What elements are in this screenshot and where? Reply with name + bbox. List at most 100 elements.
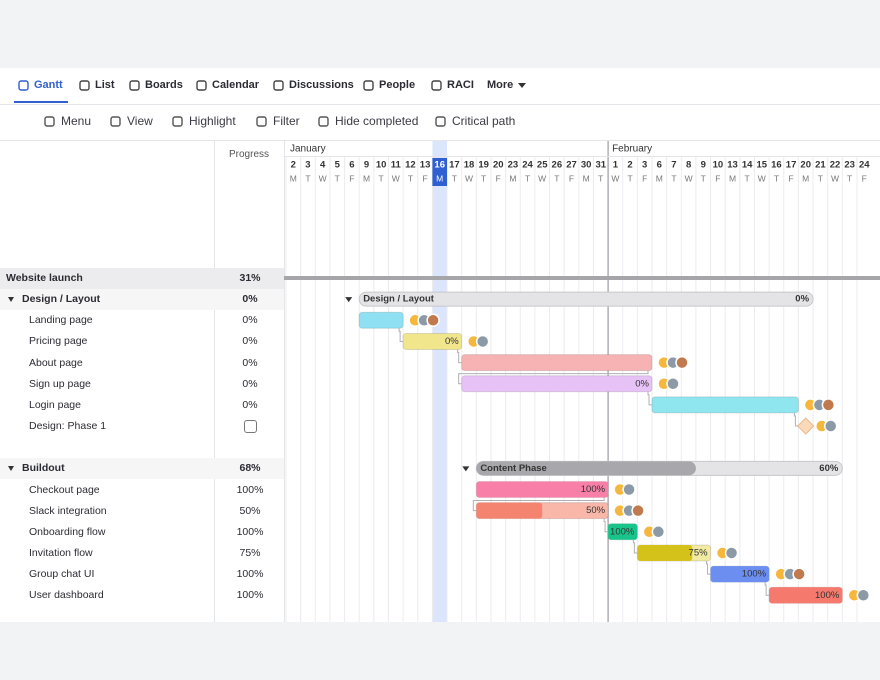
progress-value: 75% (239, 546, 261, 559)
icon (110, 115, 121, 127)
progress-cell (214, 419, 286, 433)
task-progress-label: 100% (581, 484, 606, 495)
grid-row[interactable]: Buildout 68% (0, 457, 284, 479)
task-bar[interactable] (358, 311, 404, 329)
tab[interactable]: Boards (129, 79, 183, 91)
day-number: 10 (376, 160, 387, 171)
toolbar-button[interactable]: Hide completed (318, 114, 418, 128)
tab[interactable]: RACI (431, 79, 474, 91)
grid-row[interactable]: Login page 0% (0, 394, 284, 415)
collapse-caret[interactable] (8, 296, 14, 302)
weekday-letter: W (611, 173, 619, 183)
task-name: Buildout (22, 462, 65, 475)
today-badge (432, 158, 448, 186)
task-bar[interactable] (461, 354, 653, 372)
progress-value: 100% (236, 525, 264, 538)
toolbar-button[interactable]: Highlight (172, 114, 236, 128)
dependency-line (632, 539, 638, 554)
grid-row[interactable]: Checkout page 100% (0, 479, 284, 500)
weekday-letter: W (685, 173, 693, 183)
day-number: 24 (522, 160, 533, 171)
assignee-avatar[interactable] (856, 588, 871, 602)
task-name: Invitation flow (29, 546, 93, 559)
day-number: 4 (320, 160, 326, 171)
grid-row[interactable]: Landing page 0% (0, 310, 284, 331)
assignee-avatar[interactable] (475, 334, 490, 349)
assignee-avatar[interactable] (651, 525, 666, 539)
day-number: 26 (552, 160, 563, 171)
tab-label: Boards (145, 79, 183, 91)
grid-row[interactable]: Design / Layout 0% (0, 288, 284, 310)
toolbar-button[interactable]: Menu (44, 114, 91, 128)
grid-row[interactable]: Pricing page 0% (0, 331, 284, 352)
weekday-letter: M (583, 173, 590, 183)
summary-progress (476, 461, 696, 476)
tab-label: List (95, 79, 115, 91)
toolbar-label: View (127, 114, 153, 128)
milestone-checkbox[interactable] (243, 419, 257, 433)
day-number: 30 (581, 160, 592, 171)
day-number: 8 (686, 160, 691, 171)
weekday-letter: F (569, 173, 574, 183)
toolbar-label: Hide completed (335, 114, 419, 128)
grid-row[interactable]: Group chat UI 100% (0, 564, 284, 585)
day-number: 16 (434, 160, 445, 171)
assignee-avatar[interactable] (666, 377, 680, 391)
tab[interactable]: Discussions (273, 79, 354, 91)
month-label: January (290, 144, 326, 155)
tab[interactable]: More (487, 79, 527, 91)
progress-value: 0% (242, 398, 258, 411)
icon (431, 79, 442, 91)
dependency-line (647, 391, 652, 406)
day-number: 19 (478, 160, 489, 171)
grid-row[interactable]: Design: Phase 1 (0, 416, 284, 437)
dependency-line (472, 497, 605, 512)
assignee-avatar[interactable] (426, 313, 440, 328)
tab[interactable]: Gantt (18, 79, 63, 91)
toolbar-button[interactable]: View (110, 114, 153, 128)
collapse-caret[interactable] (8, 465, 14, 471)
assignee-avatar[interactable] (821, 398, 836, 412)
day-number: 18 (464, 160, 475, 171)
weekday-letter: T (481, 173, 486, 183)
assignee-avatar[interactable] (823, 419, 838, 433)
assignee-avatar[interactable] (622, 482, 636, 497)
task-progress (769, 587, 843, 604)
progress-value: 0% (242, 335, 258, 348)
grid-row[interactable]: Sign up page 0% (0, 373, 284, 394)
progress-value: 0% (242, 293, 258, 306)
day-number: 31 (595, 160, 606, 171)
weekday-letter: F (496, 173, 501, 183)
assignee-avatar[interactable] (631, 503, 645, 518)
toolbar-label: Critical path (452, 114, 516, 128)
grid-row[interactable]: Website launch 31% (0, 267, 284, 289)
weekday-letter: T (818, 173, 823, 183)
task-progress-label: 50% (586, 505, 606, 516)
grid-row[interactable]: Onboarding flow 100% (0, 521, 284, 542)
icon (256, 115, 267, 127)
day-number: 9 (364, 160, 369, 171)
toolbar-button[interactable]: Filter (256, 114, 300, 128)
task-name: Onboarding flow (29, 525, 106, 538)
tab[interactable]: Calendar (196, 79, 259, 91)
task-bar[interactable] (651, 396, 799, 414)
summary-progress-label: 60% (819, 463, 839, 474)
day-number: 3 (305, 160, 310, 171)
assignee-avatar[interactable] (792, 567, 806, 581)
grid-row[interactable]: Invitation flow 75% (0, 542, 284, 563)
grid-row[interactable]: Slack integration 50% (0, 500, 284, 521)
toolbar-button[interactable]: Critical path (435, 114, 515, 128)
tab[interactable]: List (79, 79, 115, 91)
assignee-avatar[interactable] (724, 546, 739, 560)
progress-value: 0% (242, 314, 258, 327)
assignee-avatar[interactable] (675, 355, 689, 370)
progress-value: 100% (236, 568, 264, 581)
task-bar[interactable] (461, 375, 653, 393)
weekday-letter: F (422, 173, 427, 183)
grid-row[interactable]: About page 0% (0, 352, 284, 373)
task-progress-label: 0% (635, 378, 649, 389)
day-number: 21 (815, 160, 826, 171)
tab[interactable]: People (363, 79, 415, 91)
task-name: Login page (29, 398, 81, 411)
grid-row[interactable]: User dashboard 100% (0, 585, 284, 606)
